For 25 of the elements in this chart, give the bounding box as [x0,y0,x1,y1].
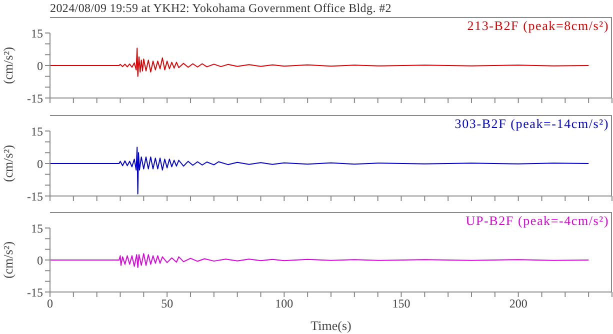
x-axis-title: Time(s) [310,318,352,333]
line-series [50,48,590,77]
y-tick-label: 15 [31,124,43,138]
y-tick-label: -15 [27,189,43,204]
y-tick-label: 15 [31,221,43,236]
y-tick-label: -15 [27,91,43,106]
x-tick-label: 150 [392,296,410,311]
y-axis-title: (cm/s²) [0,144,16,182]
y-tick-label: -15 [27,285,43,300]
y-axis-title: (cm/s²) [0,46,16,84]
x-tick-label: 200 [509,296,528,311]
x-tick-label: 100 [275,296,294,311]
y-tick-label: 0 [37,156,43,171]
text: 303-B2F (peak=-14cm/s²) [454,116,609,132]
line-series [50,253,590,268]
x-tick-label: 50 [161,296,174,311]
text: 213-B2F (peak=8cm/s²) [467,18,609,34]
chart-title: 2024/08/09 19:59 at YKH2: Yokohama Government Office Bldg. #2 [50,0,392,16]
x-tick-label: 0 [47,296,53,311]
y-tick-label: 0 [37,253,43,268]
y-axis-title: (cm/s²) [0,241,16,279]
y-tick-label: 0 [37,58,43,73]
y-tick-label: 15 [31,26,43,40]
line-series [50,146,590,194]
text: UP-B2F (peak=-4cm/s²) [466,213,609,229]
